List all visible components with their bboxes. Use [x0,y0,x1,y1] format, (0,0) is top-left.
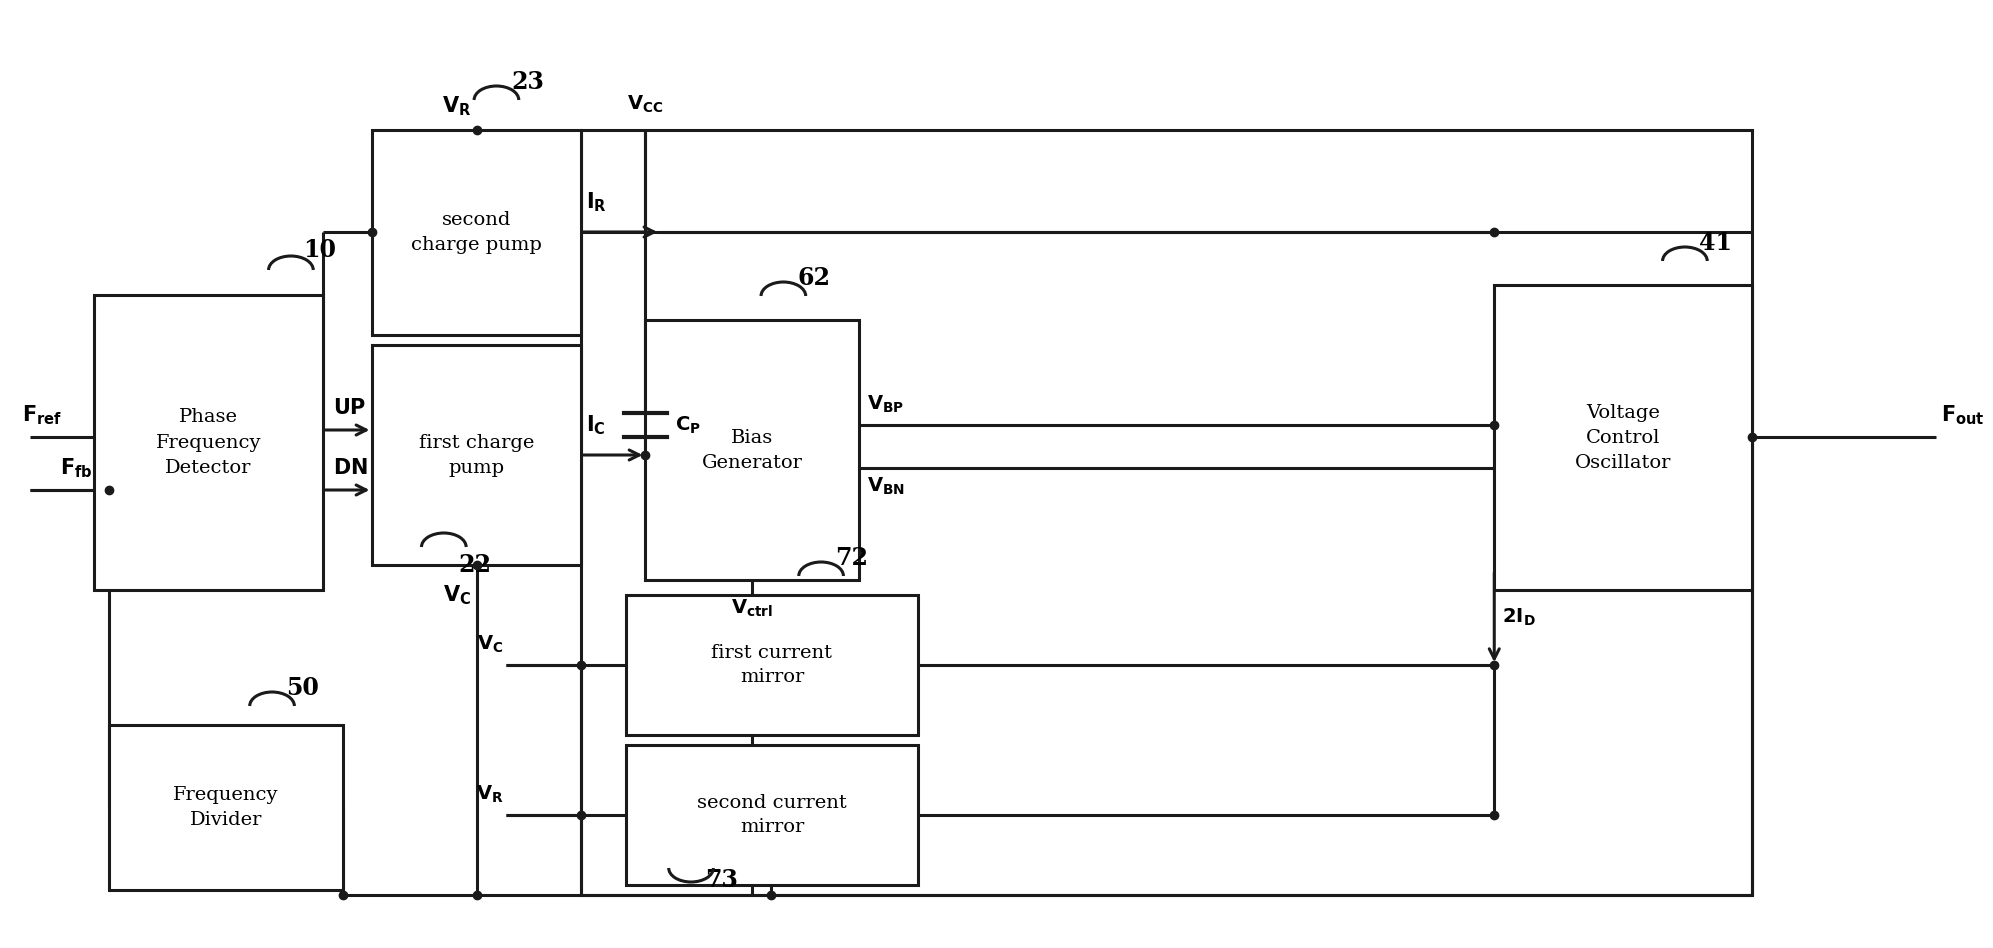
Text: first charge
pump: first charge pump [419,433,534,477]
Text: Bias
Generator: Bias Generator [702,428,803,471]
Text: $\mathbf{V_R}$: $\mathbf{V_R}$ [476,784,504,805]
Text: $\mathbf{UP}$: $\mathbf{UP}$ [333,398,367,418]
Bar [646,320,859,580]
Bar [373,130,580,335]
Text: $\mathbf{V_C}$: $\mathbf{V_C}$ [442,583,472,607]
Text: $\mathbf{F_{ref}}$: $\mathbf{F_{ref}}$ [22,404,62,427]
Text: 50: 50 [287,676,319,700]
Text: $\mathbf{F_{fb}}$: $\mathbf{F_{fb}}$ [60,456,92,480]
Text: $\mathbf{C_P}$: $\mathbf{C_P}$ [676,414,702,436]
Text: $\mathbf{DN}$: $\mathbf{DN}$ [333,458,367,478]
Text: $\mathbf{V_{BP}}$: $\mathbf{V_{BP}}$ [867,393,905,415]
Text: 62: 62 [797,266,831,290]
Bar [580,130,1752,895]
Text: $\mathbf{I_R}$: $\mathbf{I_R}$ [586,191,606,214]
Text: Frequency
Divider: Frequency Divider [173,786,279,829]
Bar [626,745,919,885]
Text: 10: 10 [303,238,337,262]
Text: second
charge pump: second charge pump [411,211,542,254]
Text: $\mathbf{V_{CC}}$: $\mathbf{V_{CC}}$ [628,94,664,115]
Text: second current
mirror: second current mirror [698,793,847,836]
Bar [94,295,323,590]
Bar [373,345,580,565]
Text: first current
mirror: first current mirror [712,644,833,686]
Text: Phase
Frequency
Detector: Phase Frequency Detector [155,409,261,477]
Text: $\mathbf{I_C}$: $\mathbf{I_C}$ [586,413,606,437]
Bar [626,595,919,735]
Text: 22: 22 [458,553,490,577]
Text: 41: 41 [1700,231,1732,255]
Text: $\mathbf{2I_D}$: $\mathbf{2I_D}$ [1503,607,1537,628]
Text: $\mathbf{V_{ctrl}}$: $\mathbf{V_{ctrl}}$ [731,598,773,619]
Bar [110,725,343,890]
Text: 73: 73 [706,868,737,892]
Text: $\mathbf{V_{BN}}$: $\mathbf{V_{BN}}$ [867,476,905,498]
Text: $\mathbf{F_{out}}$: $\mathbf{F_{out}}$ [1941,404,1985,427]
Text: Voltage
Control
Oscillator: Voltage Control Oscillator [1574,404,1672,471]
Text: $\mathbf{V_R}$: $\mathbf{V_R}$ [442,95,472,118]
Bar [1495,285,1752,590]
Text: 72: 72 [835,546,869,570]
Text: 23: 23 [512,70,544,94]
Text: $\mathbf{V_C}$: $\mathbf{V_C}$ [476,633,504,655]
